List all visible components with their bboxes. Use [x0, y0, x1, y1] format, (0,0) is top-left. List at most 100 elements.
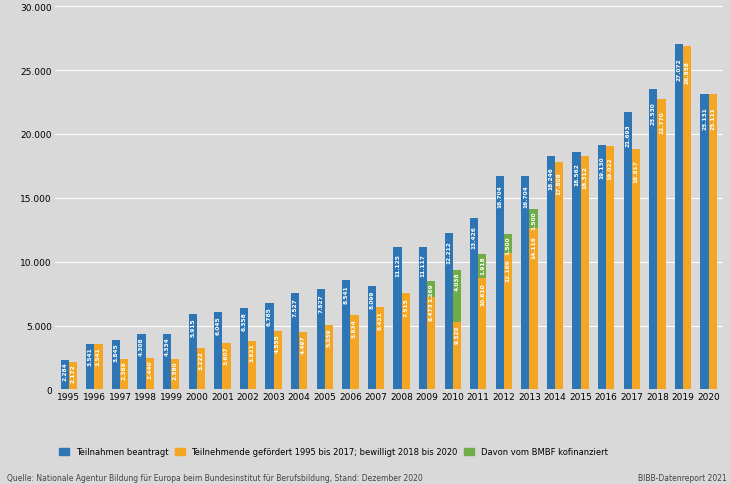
Bar: [453, 271, 461, 322]
Bar: [69, 362, 77, 390]
Text: 1.918: 1.918: [480, 256, 485, 274]
Bar: [393, 248, 402, 390]
Text: 6.358: 6.358: [242, 312, 246, 331]
Bar: [248, 341, 256, 390]
Text: 3.541: 3.541: [88, 346, 93, 365]
Text: 12.169: 12.169: [505, 259, 510, 282]
Bar: [658, 99, 666, 390]
Bar: [572, 153, 580, 390]
Bar: [188, 314, 197, 390]
Text: 18.312: 18.312: [583, 166, 587, 188]
Bar: [478, 255, 486, 390]
Text: 3.541: 3.541: [96, 346, 101, 365]
Text: 12.212: 12.212: [446, 240, 451, 263]
Legend: Teilnahmen beantragt, Teilnehmende gefördert 1995 bis 2017; bewilligt 2018 bis 2: Teilnahmen beantragt, Teilnehmende geför…: [59, 447, 608, 456]
Bar: [580, 156, 589, 390]
Text: 23.530: 23.530: [651, 102, 656, 124]
Text: 21.693: 21.693: [626, 124, 630, 147]
Text: 5.834: 5.834: [352, 318, 357, 337]
Text: 13.426: 13.426: [472, 226, 477, 248]
Bar: [402, 294, 410, 390]
Bar: [197, 348, 205, 390]
Text: 27.072: 27.072: [677, 59, 681, 81]
Text: 2.368: 2.368: [122, 361, 126, 379]
Text: 23.111: 23.111: [710, 107, 715, 130]
Bar: [606, 147, 615, 390]
Bar: [478, 255, 486, 279]
Text: 4.308: 4.308: [139, 337, 144, 355]
Text: 4.497: 4.497: [301, 334, 306, 353]
Text: 7.515: 7.515: [403, 298, 408, 317]
Bar: [214, 313, 223, 390]
Bar: [317, 290, 325, 390]
Bar: [274, 332, 282, 390]
Bar: [504, 235, 512, 390]
Bar: [700, 95, 709, 390]
Text: 16.704: 16.704: [497, 185, 502, 208]
Bar: [649, 90, 658, 390]
Bar: [709, 95, 717, 390]
Bar: [223, 344, 231, 390]
Bar: [470, 218, 478, 390]
Bar: [598, 146, 606, 390]
Text: 4.555: 4.555: [275, 334, 280, 353]
Text: 6.045: 6.045: [216, 316, 220, 334]
Text: 4.038: 4.038: [454, 272, 459, 290]
Bar: [61, 361, 69, 390]
Text: 3.821: 3.821: [250, 343, 255, 362]
Bar: [632, 150, 640, 390]
Bar: [419, 248, 427, 390]
Text: 2.440: 2.440: [147, 360, 152, 378]
Text: 11.117: 11.117: [420, 254, 426, 276]
Bar: [376, 308, 384, 390]
Text: 6.785: 6.785: [267, 306, 272, 325]
Bar: [325, 325, 333, 390]
Text: 1.269: 1.269: [429, 283, 434, 302]
Bar: [266, 303, 274, 390]
Bar: [529, 210, 538, 390]
Bar: [496, 177, 504, 390]
Bar: [239, 309, 248, 390]
Bar: [675, 45, 683, 390]
Bar: [521, 177, 529, 390]
Text: 22.770: 22.770: [659, 111, 664, 134]
Bar: [299, 333, 307, 390]
Text: 2.284: 2.284: [62, 362, 67, 380]
Bar: [350, 315, 358, 390]
Bar: [86, 345, 94, 390]
Text: 14.116: 14.116: [531, 235, 536, 258]
Bar: [112, 341, 120, 390]
Bar: [368, 287, 376, 390]
Text: 3.607: 3.607: [224, 346, 229, 364]
Bar: [342, 281, 350, 390]
Text: 2.380: 2.380: [173, 361, 178, 379]
Text: 1.500: 1.500: [531, 212, 536, 230]
Text: 1.500: 1.500: [505, 236, 510, 255]
Bar: [172, 359, 180, 390]
Text: 3.222: 3.222: [199, 350, 204, 369]
Text: 19.022: 19.022: [608, 157, 613, 180]
Bar: [547, 157, 555, 390]
Text: 10.610: 10.610: [480, 283, 485, 306]
Text: 4.334: 4.334: [164, 336, 169, 355]
Text: 5.039: 5.039: [326, 328, 331, 347]
Text: 8.473: 8.473: [429, 302, 434, 320]
Bar: [623, 113, 632, 390]
Text: 9.320: 9.320: [454, 325, 459, 344]
Text: 7.527: 7.527: [293, 298, 298, 316]
Text: 5.915: 5.915: [191, 317, 195, 336]
Text: 8.099: 8.099: [369, 290, 374, 309]
Text: 16.704: 16.704: [523, 185, 528, 208]
Bar: [453, 271, 461, 390]
Text: 8.541: 8.541: [344, 285, 349, 304]
Bar: [445, 234, 453, 390]
Text: 23.131: 23.131: [702, 106, 707, 129]
Text: 18.562: 18.562: [574, 163, 579, 185]
Bar: [163, 334, 172, 390]
Bar: [145, 359, 154, 390]
Text: Quelle: Nationale Agentur Bildung für Europa beim Bundesinstitut für Berufsbildu: Quelle: Nationale Agentur Bildung für Eu…: [7, 472, 423, 482]
Bar: [137, 335, 145, 390]
Text: 17.808: 17.808: [557, 172, 561, 195]
Bar: [529, 210, 538, 229]
Bar: [291, 294, 299, 390]
